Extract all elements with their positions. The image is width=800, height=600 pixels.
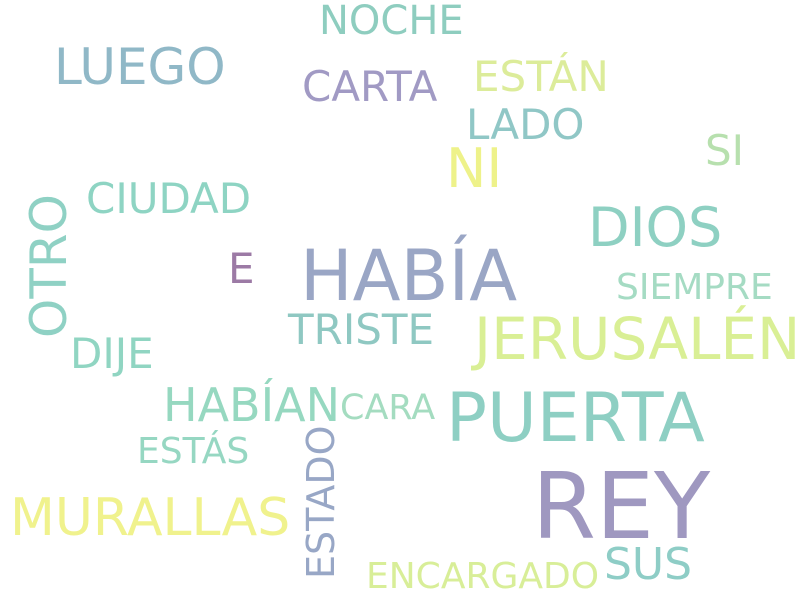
word-e: E [228, 244, 255, 293]
word-jerusalen: JERUSALÉN [474, 305, 800, 373]
word-si: SI [705, 126, 745, 175]
word-triste: TRISTE [288, 305, 435, 354]
word-estan: ESTÁN [473, 52, 609, 101]
word-ni: NI [446, 137, 503, 200]
word-sus: SUS [604, 539, 693, 590]
word-siempre: SIEMPRE [616, 267, 773, 308]
word-habian: HABÍAN [163, 378, 341, 432]
word-otro: OTRO [20, 194, 78, 338]
word-ciudad: CIUDAD [86, 174, 252, 223]
word-noche: NOCHE [319, 0, 464, 44]
word-murallas: MURALLAS [10, 488, 291, 548]
word-dios: DIOS [588, 196, 723, 259]
word-carta: CARTA [302, 62, 438, 111]
word-rey: REY [532, 453, 711, 560]
word-encargado: ENCARGADO [366, 556, 600, 597]
word-luego: LUEGO [54, 38, 226, 96]
word-lado: LADO [466, 100, 585, 149]
word-dije: DIJE [70, 329, 154, 378]
word-habia: HABÍA [300, 235, 518, 317]
word-puerta: PUERTA [446, 379, 705, 458]
word-cara: CARA [340, 388, 436, 428]
word-estado: ESTADO [299, 425, 343, 579]
word-estas: ESTÁS [137, 431, 250, 472]
